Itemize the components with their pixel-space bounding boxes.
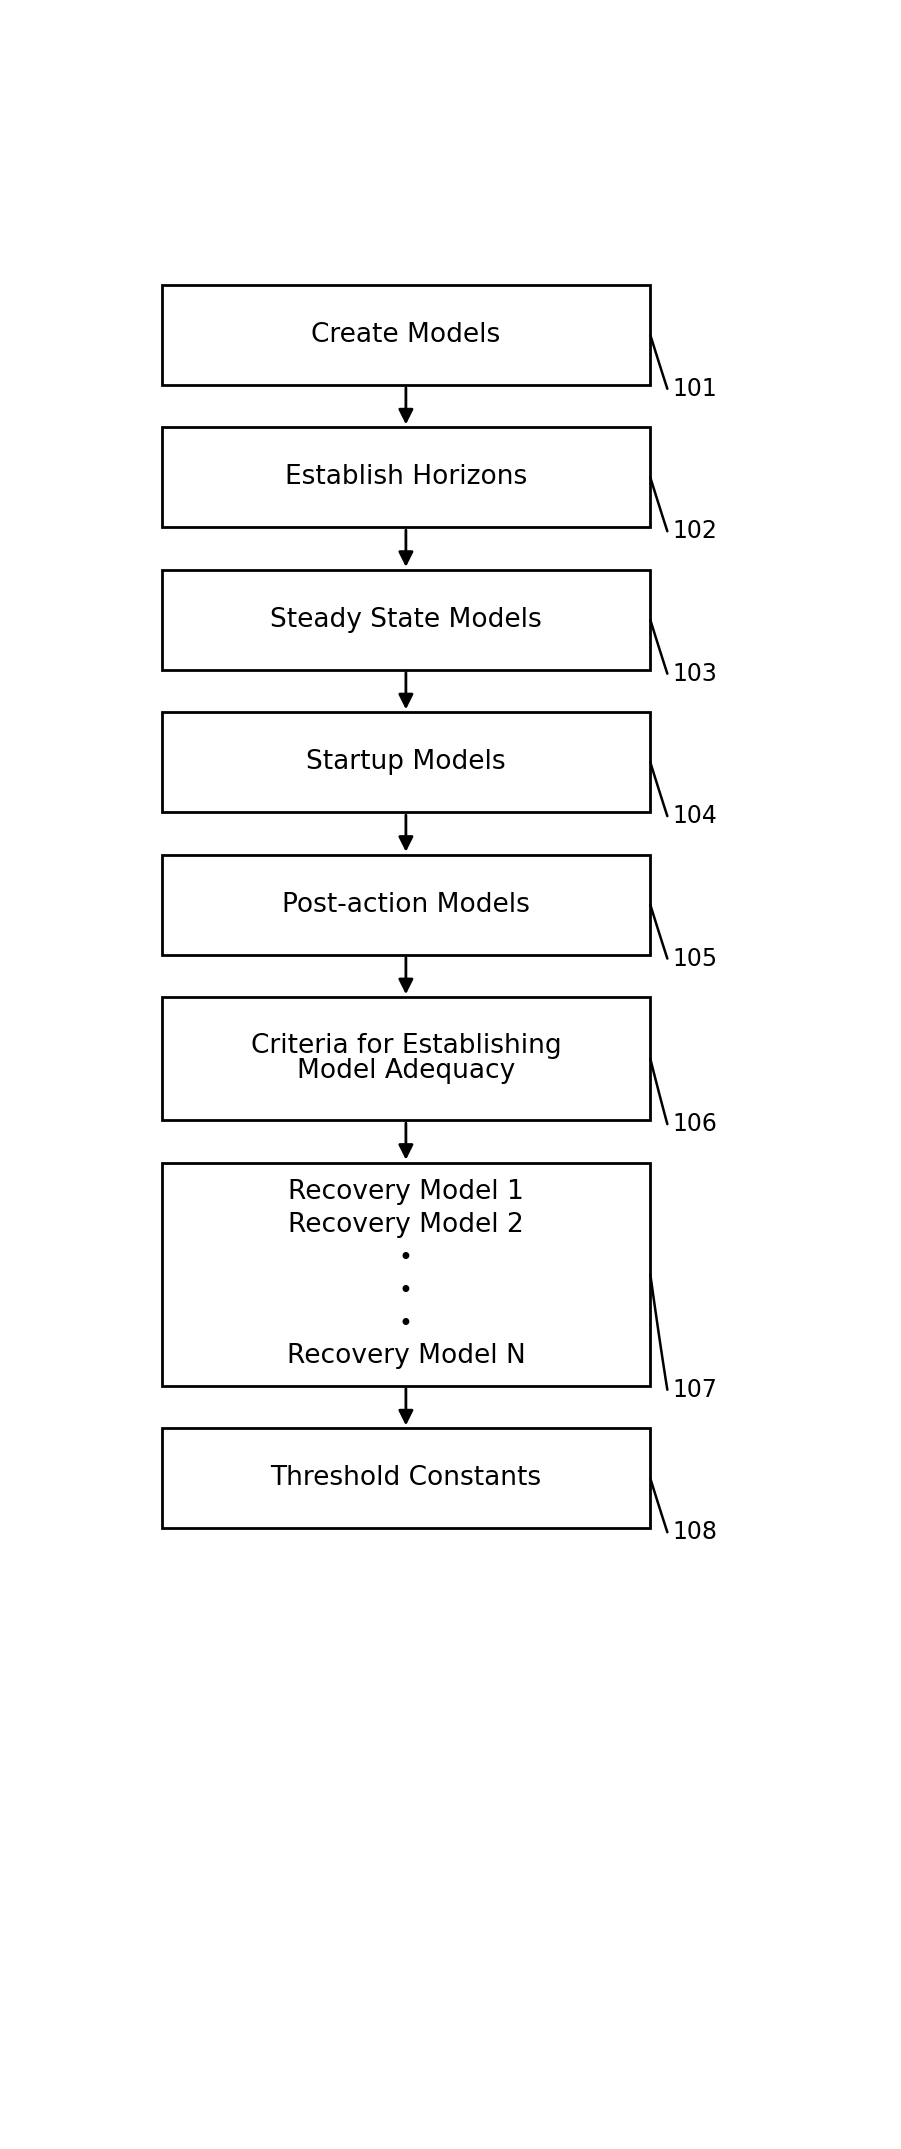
Text: 107: 107 xyxy=(672,1378,717,1401)
Text: Threshold Constants: Threshold Constants xyxy=(270,1466,542,1491)
Bar xyxy=(161,1429,651,1528)
Text: Post-action Models: Post-action Models xyxy=(282,892,530,918)
Text: Establish Horizons: Establish Horizons xyxy=(285,464,527,490)
Bar xyxy=(161,428,651,527)
Bar xyxy=(161,569,651,670)
Text: •: • xyxy=(399,1311,413,1335)
Text: Recovery Model 2: Recovery Model 2 xyxy=(288,1212,523,1238)
Bar xyxy=(161,997,651,1120)
Text: Create Models: Create Models xyxy=(311,322,501,348)
Bar xyxy=(161,855,651,954)
Text: Model Adequacy: Model Adequacy xyxy=(296,1057,515,1083)
Text: 106: 106 xyxy=(672,1113,717,1137)
Bar xyxy=(161,286,651,385)
Text: 104: 104 xyxy=(672,804,717,827)
Bar xyxy=(161,1163,651,1386)
Text: •: • xyxy=(399,1246,413,1270)
Text: Steady State Models: Steady State Models xyxy=(270,606,542,632)
Text: Criteria for Establishing: Criteria for Establishing xyxy=(250,1034,561,1059)
Bar xyxy=(161,711,651,812)
Text: 103: 103 xyxy=(672,662,717,686)
Text: 108: 108 xyxy=(672,1519,717,1545)
Text: •: • xyxy=(399,1279,413,1302)
Text: Startup Models: Startup Models xyxy=(306,750,505,776)
Text: Recovery Model N: Recovery Model N xyxy=(287,1343,525,1369)
Text: Recovery Model 1: Recovery Model 1 xyxy=(288,1180,523,1206)
Text: 105: 105 xyxy=(672,946,717,971)
Text: 102: 102 xyxy=(672,520,717,544)
Text: 101: 101 xyxy=(672,376,717,400)
